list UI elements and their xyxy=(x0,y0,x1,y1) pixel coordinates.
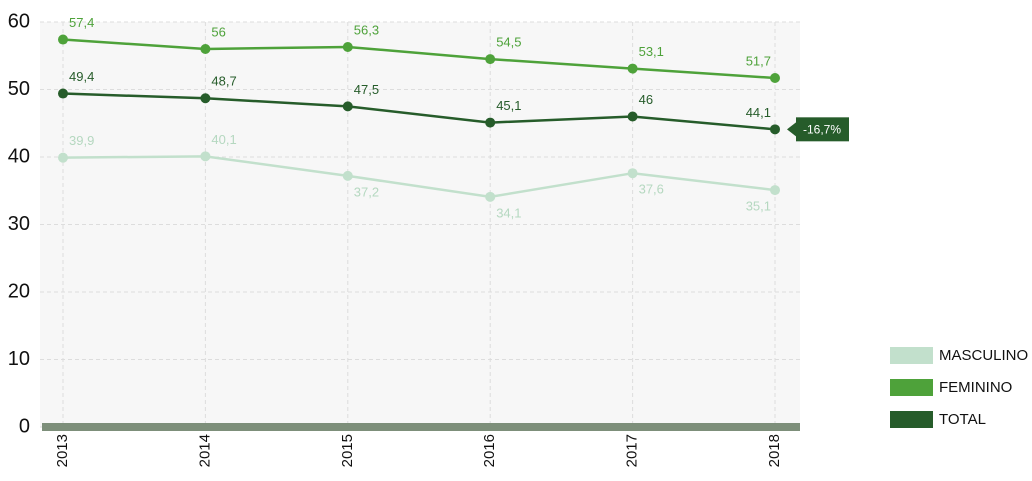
data-label: 56 xyxy=(211,24,225,39)
x-tick-label: 2014 xyxy=(196,434,213,467)
data-point xyxy=(200,151,211,162)
data-label: 45,1 xyxy=(496,98,521,113)
data-point xyxy=(485,54,496,65)
data-point xyxy=(200,44,211,54)
data-label: 37,6 xyxy=(639,182,664,197)
x-tick-label: 2016 xyxy=(481,434,498,467)
series-line xyxy=(62,155,776,199)
y-tick-label: 0 xyxy=(19,415,30,437)
y-tick-label: 30 xyxy=(8,213,30,235)
x-tick-label: 2018 xyxy=(766,434,783,467)
x-tick-label: 2017 xyxy=(624,434,641,467)
legend-swatch xyxy=(890,347,933,364)
data-point xyxy=(58,88,68,99)
data-point xyxy=(485,117,496,128)
data-point xyxy=(770,185,780,196)
baseline xyxy=(42,423,800,431)
x-tick-label: 2013 xyxy=(54,434,71,467)
data-label: 53,1 xyxy=(639,44,664,59)
data-label: 44,1 xyxy=(746,105,771,120)
data-label: 57,4 xyxy=(69,15,94,30)
y-tick-label: 40 xyxy=(8,145,30,167)
data-label: 34,1 xyxy=(496,205,521,220)
legend-label: FEMININO xyxy=(939,379,1012,396)
data-point xyxy=(627,168,638,179)
annotation-arrow xyxy=(787,122,796,137)
data-label: 56,3 xyxy=(354,22,379,37)
y-tick-label: 60 xyxy=(8,10,30,32)
data-label: 40,1 xyxy=(211,132,236,147)
data-point xyxy=(770,124,780,135)
data-label: 47,5 xyxy=(354,82,379,97)
data-point xyxy=(342,170,353,181)
data-label: 54,5 xyxy=(496,35,521,50)
series-line xyxy=(62,38,776,80)
data-label: 35,1 xyxy=(746,199,771,214)
y-tick-label: 20 xyxy=(8,280,30,302)
data-label: 39,9 xyxy=(69,133,94,148)
data-point xyxy=(770,73,780,84)
legend-swatch xyxy=(890,411,933,428)
data-point xyxy=(200,93,211,104)
data-point xyxy=(58,152,68,163)
legend-swatch xyxy=(890,379,933,396)
data-label: 46 xyxy=(639,92,653,107)
legend-label: MASCULINO xyxy=(939,347,1028,364)
y-tick-label: 10 xyxy=(8,348,30,370)
data-point xyxy=(485,191,496,202)
series-line xyxy=(62,92,776,131)
legend-label: TOTAL xyxy=(939,411,986,428)
data-point xyxy=(342,101,353,112)
data-label: 37,2 xyxy=(354,184,379,199)
data-label: 51,7 xyxy=(746,53,771,68)
data-label: 48,7 xyxy=(211,74,236,89)
annotation-box xyxy=(796,117,849,142)
x-tick-label: 2015 xyxy=(339,434,356,467)
data-point xyxy=(58,34,68,45)
data-point xyxy=(627,63,638,74)
y-tick-label: 50 xyxy=(8,78,30,100)
data-point xyxy=(342,41,353,52)
data-point xyxy=(627,111,638,122)
data-label: 49,4 xyxy=(69,69,94,84)
annotation: -16,7% xyxy=(803,122,841,136)
